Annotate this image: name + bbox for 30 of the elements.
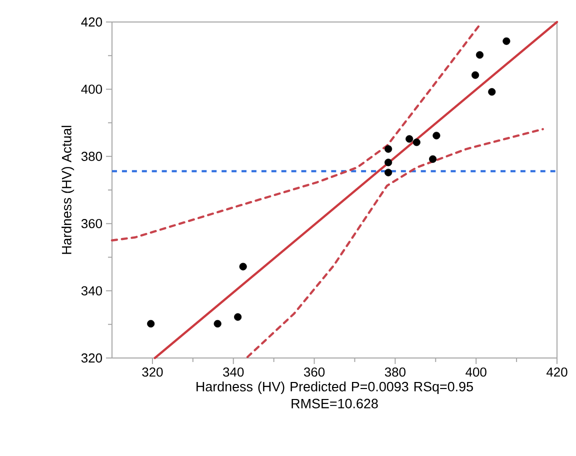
x-tick-label: 380 xyxy=(384,367,406,377)
line-series xyxy=(246,128,544,358)
point xyxy=(384,158,392,166)
x-tick-label: 420 xyxy=(546,367,568,377)
y-tick-label: 360 xyxy=(81,219,102,228)
y-tick-label: 380 xyxy=(81,152,102,161)
y-tick-label: 320 xyxy=(81,353,102,363)
point xyxy=(147,320,155,328)
y-tick-label: 400 xyxy=(81,84,102,94)
y-tick-label: 420 xyxy=(81,17,102,27)
x-tick-label: 320 xyxy=(142,367,163,377)
point xyxy=(412,138,420,146)
point xyxy=(429,155,437,163)
point xyxy=(476,51,484,59)
y-tick-label: 340 xyxy=(81,286,102,296)
x-tick-label: 340 xyxy=(223,367,244,377)
x-tick-label: 400 xyxy=(466,367,486,377)
point xyxy=(502,37,510,45)
point xyxy=(384,145,392,153)
point xyxy=(472,71,480,79)
point xyxy=(234,313,242,321)
point xyxy=(239,262,247,270)
point xyxy=(384,168,392,176)
x-axis-title: Hardness (HV) Predicted P=0.0093 RSq=0.95 RMSE=10.628 xyxy=(196,382,473,408)
y-axis-title: Hardness (HV) Actual xyxy=(62,126,74,254)
point xyxy=(432,132,440,140)
point xyxy=(214,320,222,328)
point xyxy=(488,88,496,96)
point xyxy=(406,135,414,143)
x-tick-label: 360 xyxy=(304,367,325,377)
